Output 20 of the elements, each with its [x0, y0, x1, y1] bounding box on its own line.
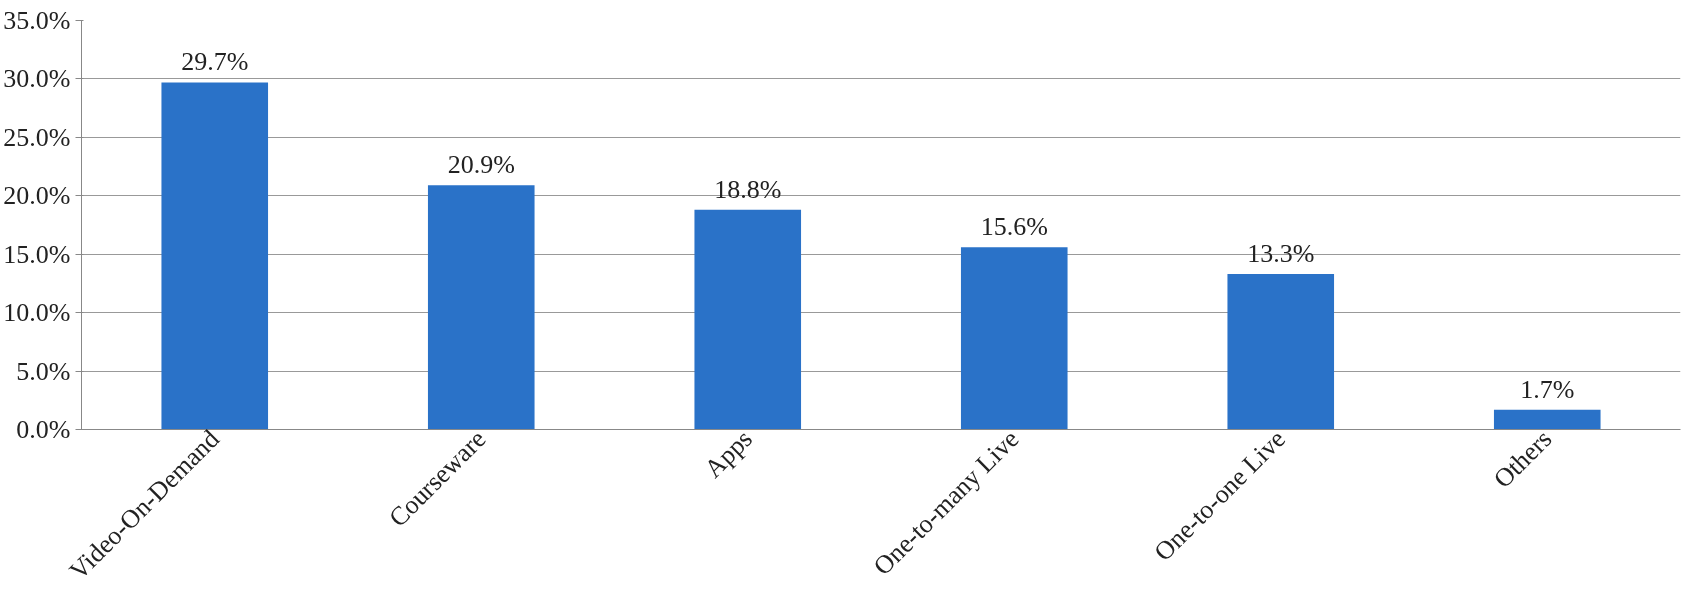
- bar: [960, 247, 1068, 430]
- data-label: 29.7%: [181, 47, 249, 77]
- y-tick-label: 30.0%: [3, 64, 71, 94]
- data-label: 20.9%: [447, 150, 515, 180]
- data-label: 1.7%: [1520, 374, 1575, 404]
- y-tick-label: 15.0%: [3, 239, 71, 269]
- bar: [1493, 409, 1601, 430]
- bar: [161, 82, 269, 430]
- bar: [694, 209, 802, 430]
- data-label: 15.6%: [980, 212, 1048, 242]
- y-tick-label: 25.0%: [3, 122, 71, 152]
- y-tick-label: 35.0%: [3, 6, 71, 35]
- y-tick-label: 10.0%: [3, 298, 71, 328]
- bar: [427, 185, 535, 430]
- y-tick-label: 5.0%: [16, 356, 71, 386]
- data-label: 18.8%: [714, 174, 782, 204]
- y-tick-label: 0.0%: [16, 415, 71, 444]
- bar: [1227, 274, 1335, 430]
- data-label: 13.3%: [1247, 239, 1315, 269]
- y-tick-label: 20.0%: [3, 181, 71, 211]
